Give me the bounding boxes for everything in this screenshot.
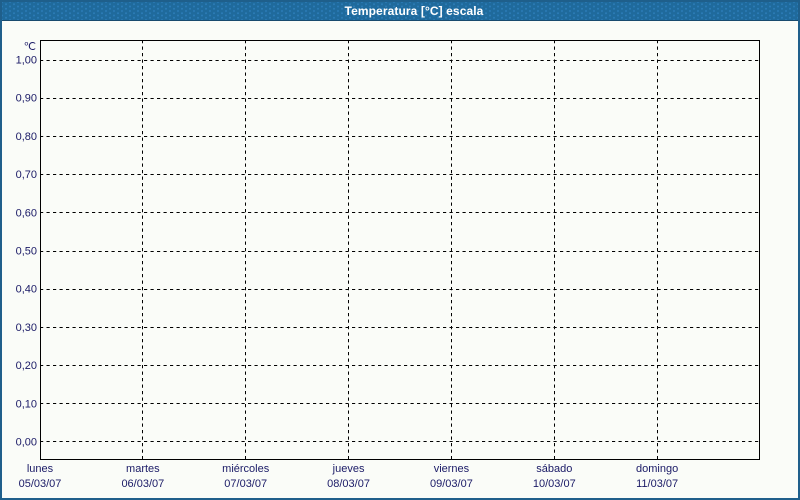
svg-text:0,50: 0,50: [16, 246, 37, 258]
svg-text:martes: martes: [126, 463, 160, 475]
svg-text:1,00: 1,00: [16, 55, 37, 67]
svg-text:10/03/07: 10/03/07: [533, 478, 576, 490]
svg-text:0,40: 0,40: [16, 284, 37, 296]
svg-text:0,90: 0,90: [16, 93, 37, 105]
svg-text:07/03/07: 07/03/07: [224, 478, 267, 490]
svg-text:℃: ℃: [24, 41, 36, 53]
svg-text:0,30: 0,30: [16, 322, 37, 334]
svg-text:domingo: domingo: [636, 463, 678, 475]
svg-text:jueves: jueves: [332, 463, 365, 475]
svg-text:11/03/07: 11/03/07: [636, 478, 678, 490]
svg-text:lunes: lunes: [27, 463, 54, 475]
svg-text:0,20: 0,20: [16, 360, 37, 372]
svg-text:05/03/07: 05/03/07: [19, 478, 62, 490]
svg-text:0,70: 0,70: [16, 169, 37, 181]
svg-text:viernes: viernes: [434, 463, 470, 475]
svg-text:sábado: sábado: [536, 463, 572, 475]
svg-text:09/03/07: 09/03/07: [430, 478, 473, 490]
svg-text:miércoles: miércoles: [222, 463, 270, 475]
svg-text:0,10: 0,10: [16, 398, 37, 410]
svg-text:06/03/07: 06/03/07: [121, 478, 164, 490]
svg-text:08/03/07: 08/03/07: [327, 478, 370, 490]
svg-text:0,00: 0,00: [16, 437, 37, 449]
svg-text:0,80: 0,80: [16, 131, 37, 143]
svg-text:0,60: 0,60: [16, 207, 37, 219]
